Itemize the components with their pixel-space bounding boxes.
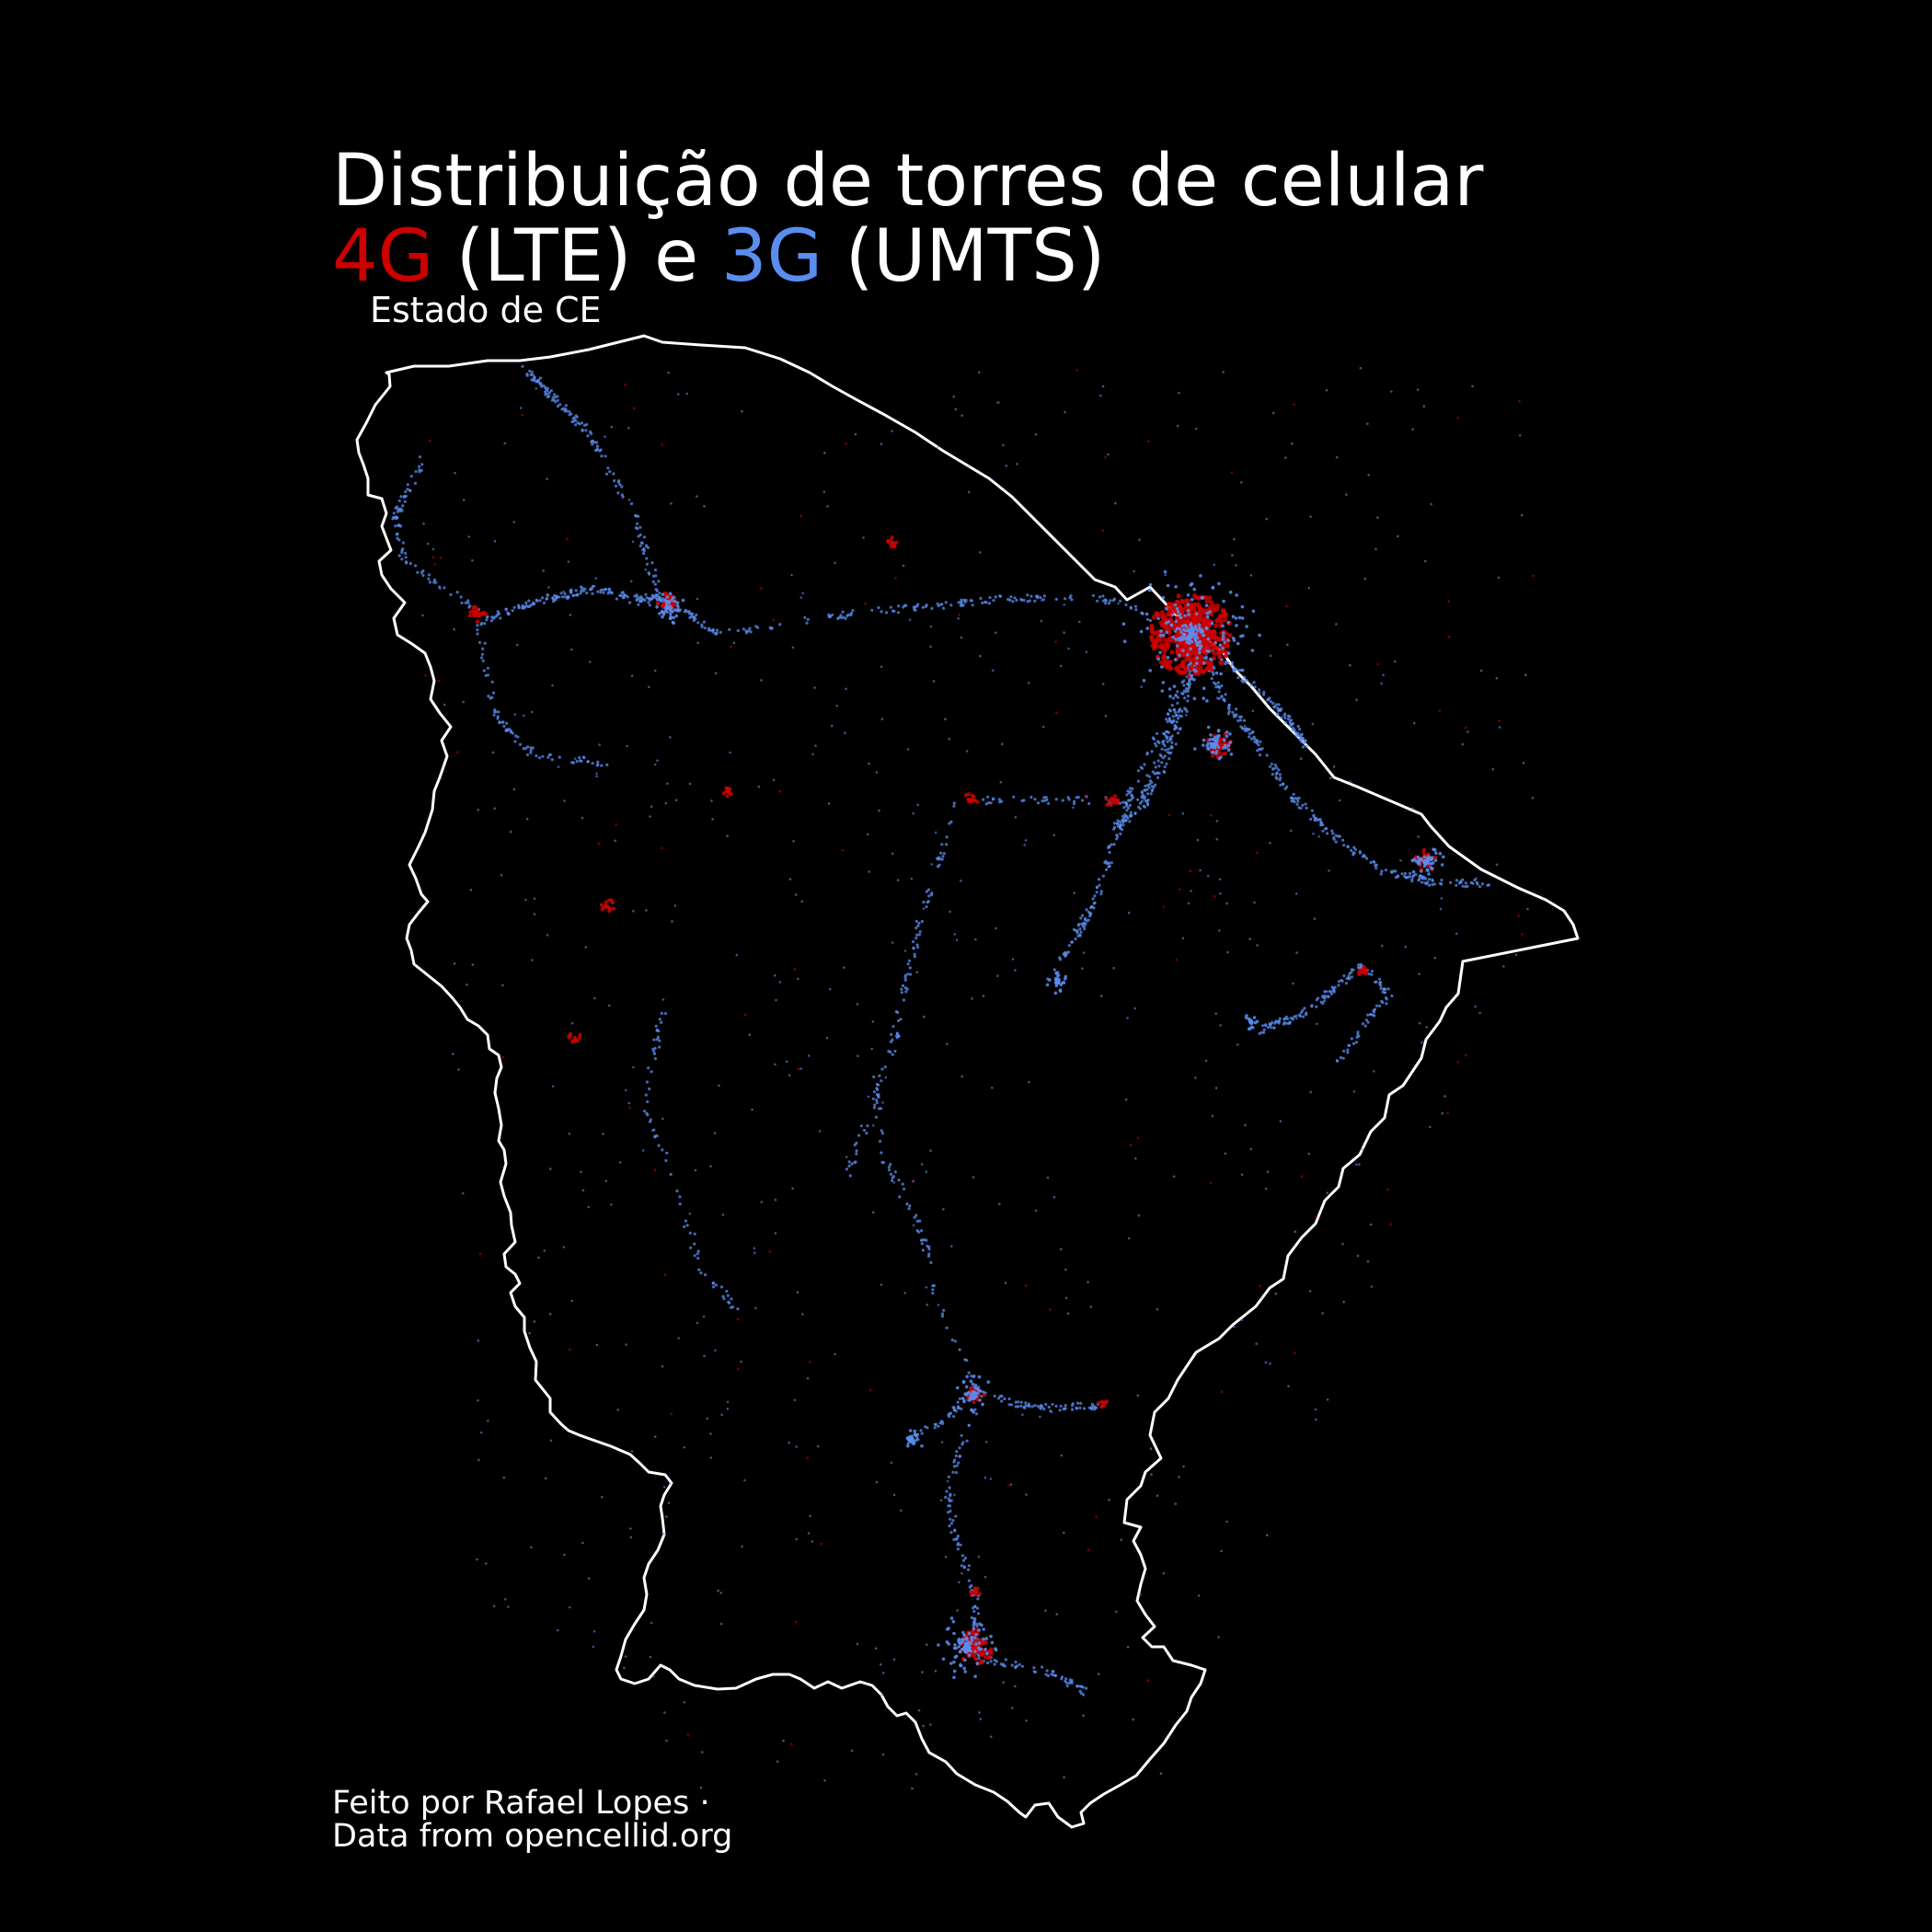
legend-4g-label: 4G	[332, 215, 434, 298]
map-title: Distribuição de torres de celular	[332, 140, 1484, 223]
legend-3g-label: 3G	[720, 215, 823, 298]
map-subtitle: Estado de CE	[370, 290, 602, 330]
state-border	[355, 334, 1580, 1829]
map-title-line2: 4G (LTE) e 3G (UMTS)	[332, 221, 1105, 293]
caption-author: Feito por Rafael Lopes ·	[332, 1785, 710, 1822]
title-lte-text: (LTE) e	[433, 215, 721, 298]
caption-source: Data from opencellid.org	[332, 1818, 733, 1855]
tower-points	[391, 364, 1535, 1790]
title-umts-text: (UMTS)	[822, 215, 1106, 298]
